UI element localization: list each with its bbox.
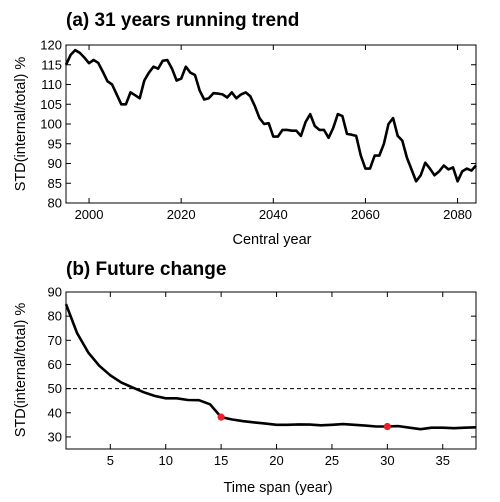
panel-a-y-axis-label: STD(internal/total) % xyxy=(13,57,29,192)
panel-b-y-ticks: 30 40 50 60 70 80 90 xyxy=(48,285,476,444)
panel-b-x-tick-label: 5 xyxy=(107,453,114,468)
panel-a-y-tick-label: 110 xyxy=(41,77,62,92)
panel-b-axes-box xyxy=(65,291,477,450)
panel-a-y-ticks: 80 85 90 95 100 105 110 115 120 xyxy=(40,38,476,211)
panel-a-y-tick-label: 95 xyxy=(48,136,62,151)
panel-b-x-tick-label: 25 xyxy=(325,453,339,468)
panel-b-highlight-point xyxy=(383,422,391,431)
panel-a-y-tick-label: 80 xyxy=(48,196,62,211)
panel-a-title: (a) 31 years running trend xyxy=(66,10,299,31)
panel-a-y-tick-label: 120 xyxy=(40,38,62,53)
panel-b-y-tick-label: 50 xyxy=(48,381,62,396)
panel-b-series-line xyxy=(64,303,477,431)
panel-b-y-tick-label: 60 xyxy=(48,357,62,372)
panel-b-highlight-points xyxy=(217,413,391,431)
panel-a-y-tick-label: 105 xyxy=(40,97,62,112)
panel-b-x-tick-label: 10 xyxy=(158,453,172,468)
panel-a-series-line xyxy=(64,48,477,183)
panel-b-y-axis-label: STD(internal/total) % xyxy=(13,303,29,438)
panel-b-x-tick-label: 20 xyxy=(269,453,283,468)
panel-a-x-tick-label: 2060 xyxy=(351,207,380,222)
panel-a-x-tick-label: 2040 xyxy=(259,207,288,222)
panel-b-x-ticks: 5 10 15 20 25 30 35 xyxy=(107,292,450,468)
panel-a-x-tick-label: 2000 xyxy=(75,207,104,222)
panel-a-y-tick-label: 100 xyxy=(40,117,62,132)
panel-a-y-tick-label: 85 xyxy=(48,176,62,191)
panel-b-highlight-point xyxy=(217,413,225,421)
panel-b: (b) Future change 30 40 50 60 70 80 90 5 10 15 20… xyxy=(13,259,477,496)
panel-b-x-tick-label: 30 xyxy=(380,453,394,468)
panel-b-y-tick-label: 30 xyxy=(48,429,62,444)
panel-b-y-tick-label: 80 xyxy=(48,309,62,324)
panel-a-x-tick-label: 2080 xyxy=(443,207,472,222)
panel-b-title: (b) Future change xyxy=(66,259,226,280)
panel-a-x-tick-label: 2020 xyxy=(167,207,196,222)
panel-a-y-tick-label: 115 xyxy=(41,57,62,72)
panel-b-x-tick-label: 35 xyxy=(436,453,450,468)
panel-a: (a) 31 years running trend 80 85 90 95 100 10… xyxy=(13,10,477,248)
panel-a-x-ticks: 2000 2020 2040 2060 2080 xyxy=(75,45,472,222)
panel-b-y-tick-label: 90 xyxy=(48,285,62,300)
panel-a-y-tick-label: 90 xyxy=(48,156,62,171)
panel-b-x-tick-label: 15 xyxy=(214,453,228,468)
panel-b-x-axis-label: Time span (year) xyxy=(223,480,332,496)
panel-b-y-tick-label: 70 xyxy=(48,333,62,348)
panel-a-x-axis-label: Central year xyxy=(233,232,312,248)
panel-b-y-tick-label: 40 xyxy=(48,405,62,420)
